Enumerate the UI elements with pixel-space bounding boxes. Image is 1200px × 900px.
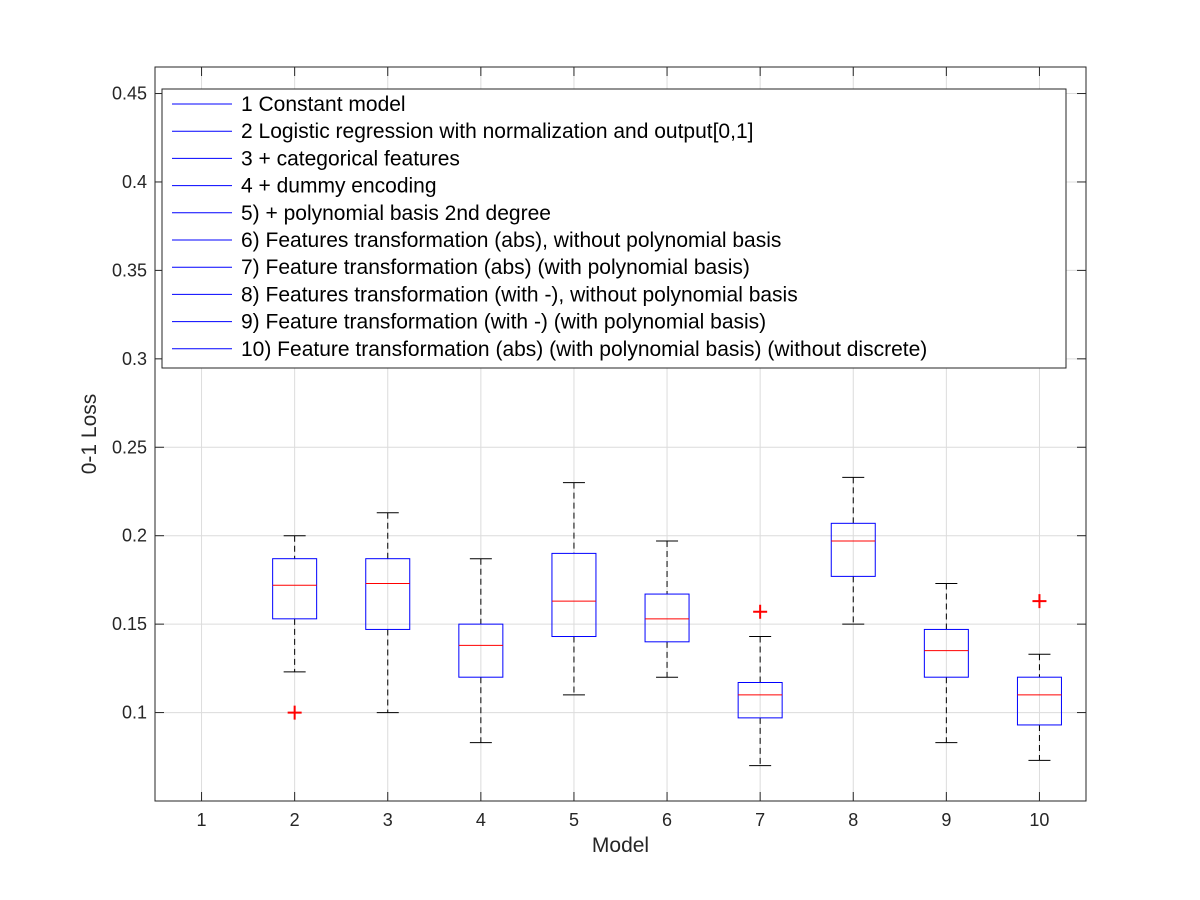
legend-entry: 4 + dummy encoding: [241, 175, 437, 198]
box-plot-model-4: [458, 558, 504, 744]
iqr-box: [644, 593, 690, 643]
axes: 0.1 0.15 0.2 0.25 0.3 0.35 0.4 0.45 1 2 3 4 5 6 7 8 9 10: [112, 66, 1087, 830]
iqr-box: [1016, 676, 1062, 726]
y-axis-label: 0-1 Loss: [78, 394, 101, 475]
legend-box: [161, 88, 1067, 369]
box-plot-model-2: [272, 535, 318, 720]
x-tick-label: 9: [941, 810, 951, 830]
legend-entry: 6) Features transformation (abs), withou…: [241, 229, 781, 252]
x-tick-label: 3: [383, 810, 393, 830]
x-tick-label: 4: [476, 810, 486, 830]
outlier-marker: [287, 705, 302, 720]
box-plot-model-8: [830, 476, 876, 625]
legend: 1 Constant model 2 Logistic regression wi…: [161, 88, 1067, 369]
iqr-box: [365, 558, 411, 630]
legend-entry: 1 Constant model: [241, 93, 406, 116]
x-axis-label: Model: [592, 834, 649, 857]
legend-entry: 3 + categorical features: [241, 147, 460, 170]
outlier-marker: [1032, 594, 1047, 609]
iqr-box: [458, 623, 504, 678]
y-tick-label: 0.4: [122, 172, 147, 192]
y-tick-label: 0.2: [122, 526, 147, 546]
box-plot-model-6: [644, 540, 690, 678]
x-tick-label: 1: [197, 810, 207, 830]
legend-entry: 5) + polynomial basis 2nd degree: [241, 202, 551, 225]
box-plot-model-3: [365, 512, 411, 714]
box-plot-model-5: [551, 482, 597, 696]
y-tick-label: 0.45: [112, 84, 147, 104]
box-plot-model-7: [737, 604, 783, 767]
y-tick-label: 0.35: [112, 260, 147, 280]
iqr-box: [923, 628, 969, 678]
x-tick-label: 7: [755, 810, 765, 830]
box-plots: [272, 476, 1062, 767]
box-plot-model-10: [1016, 594, 1062, 761]
legend-entry: 7) Feature transformation (abs) (with po…: [241, 256, 750, 279]
box-plot-model-9: [923, 582, 969, 744]
iqr-box: [830, 522, 876, 577]
y-tick-label: 0.1: [122, 703, 147, 723]
legend-entry: 8) Features transformation (with -), wit…: [241, 283, 798, 306]
y-tick-label: 0.15: [112, 614, 147, 634]
x-tick-label: 2: [290, 810, 300, 830]
y-tick-label: 0.25: [112, 437, 147, 457]
legend-entry: 2 Logistic regression with normalization…: [241, 120, 753, 143]
x-tick-label: 5: [569, 810, 579, 830]
y-tick-label: 0.3: [122, 349, 147, 369]
iqr-box: [551, 552, 597, 638]
x-tick-label: 8: [848, 810, 858, 830]
legend-entry: 10) Feature transformation (abs) (with p…: [241, 338, 927, 361]
x-tick-label: 10: [1029, 810, 1049, 830]
x-tick-label: 6: [662, 810, 672, 830]
outlier-marker: [753, 604, 768, 619]
legend-entry: 9) Feature transformation (with -) (with…: [241, 311, 766, 334]
iqr-box: [272, 558, 318, 620]
axes-frame: [154, 66, 1087, 802]
iqr-box: [737, 681, 783, 719]
